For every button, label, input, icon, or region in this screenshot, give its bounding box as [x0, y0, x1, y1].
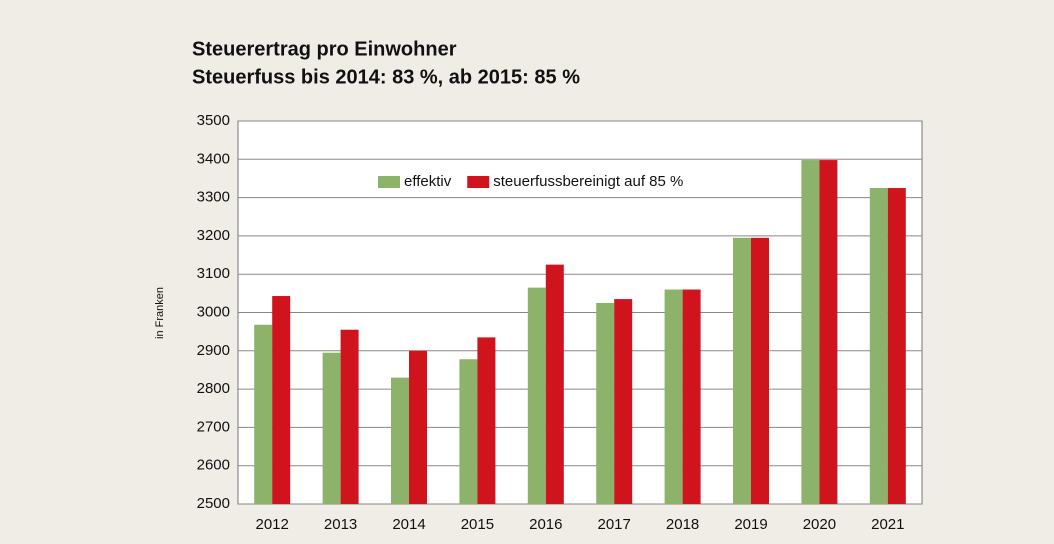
bar	[254, 324, 273, 504]
y-tick-label: 2800	[197, 380, 230, 397]
bar	[614, 299, 633, 504]
bar	[682, 289, 701, 504]
x-tick-label: 2014	[392, 516, 425, 533]
y-tick-label: 2500	[197, 495, 230, 512]
chart-subtitle: Steuerfuss bis 2014: 83 %, ab 2015: 85 %	[192, 66, 580, 88]
legend-label: steuerfussbereinigt auf 85 %	[493, 173, 683, 190]
bar	[272, 296, 291, 504]
bar	[801, 160, 820, 505]
bar	[545, 264, 564, 504]
y-tick-label: 2600	[197, 457, 230, 474]
bar	[664, 289, 683, 504]
y-tick-label: 3400	[197, 150, 230, 167]
legend-swatch	[378, 176, 400, 188]
y-tick-label: 3100	[197, 265, 230, 282]
bar	[596, 302, 615, 504]
x-tick-label: 2012	[256, 516, 289, 533]
bar	[409, 350, 427, 504]
y-tick-label: 3500	[197, 112, 230, 129]
x-tick-label: 2017	[598, 516, 631, 533]
bar	[340, 329, 359, 504]
x-tick-label: 2013	[324, 516, 357, 533]
x-tick-label: 2015	[461, 516, 494, 533]
chart-title: Steuerertrag pro Einwohner	[192, 38, 457, 60]
x-tick-label: 2019	[734, 516, 767, 533]
bar	[477, 337, 496, 504]
y-tick-label: 3000	[197, 303, 230, 320]
y-axis-label: in Franken	[154, 287, 166, 339]
bar	[527, 287, 546, 504]
y-tick-label: 2700	[197, 418, 230, 435]
x-tick-label: 2021	[871, 516, 904, 533]
bar	[733, 237, 751, 504]
bar	[322, 352, 341, 504]
bar	[459, 359, 478, 504]
legend-swatch	[467, 176, 490, 188]
bar	[751, 237, 769, 504]
bar	[869, 188, 888, 504]
y-tick-label: 2900	[197, 342, 230, 359]
x-tick-label: 2020	[803, 516, 836, 533]
y-tick-label: 3200	[197, 227, 230, 244]
y-tick-label: 3300	[197, 189, 230, 206]
bar	[819, 160, 838, 505]
x-tick-label: 2018	[666, 516, 699, 533]
bar	[887, 188, 906, 504]
bar	[391, 377, 409, 504]
x-tick-label: 2016	[529, 516, 562, 533]
legend-label: effektiv	[404, 173, 452, 190]
